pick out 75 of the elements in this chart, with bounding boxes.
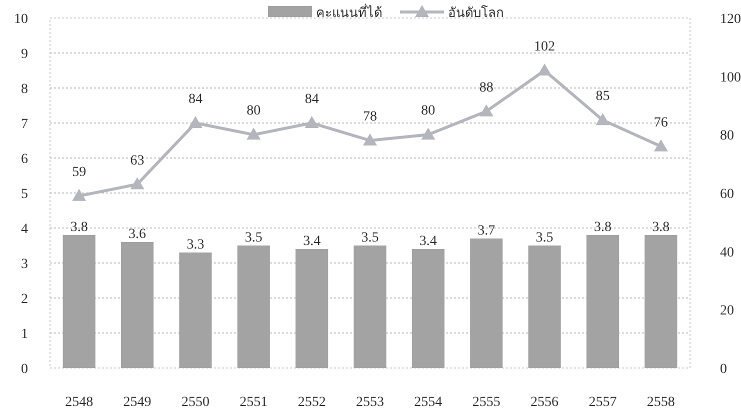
data-label: 80 [246, 104, 261, 119]
y-tick-label: 7 [21, 117, 28, 132]
point [479, 104, 494, 116]
bar [296, 249, 328, 368]
x-tick-label: 2549 [123, 395, 152, 410]
y-tick-label: 9 [21, 47, 28, 62]
data-label: 78 [363, 110, 377, 124]
x-tick-label: 2548 [65, 395, 94, 410]
y-tick-label: 8 [21, 82, 28, 97]
point [304, 116, 319, 128]
data-label: 3.3 [186, 238, 204, 252]
data-label: 3.4 [419, 234, 437, 249]
bar [412, 249, 444, 368]
point [538, 64, 552, 76]
data-label: 3.6 [128, 227, 146, 242]
data-label: 102 [534, 40, 556, 54]
data-label: 85 [596, 89, 610, 104]
y2-tick-label: 80 [720, 128, 734, 144]
bar [528, 246, 561, 368]
point [72, 188, 86, 201]
data-label: 84 [188, 92, 202, 107]
x-tick-label: 2558 [646, 395, 675, 410]
bar [120, 242, 154, 368]
bar [62, 235, 96, 368]
y2-tick-label: 40 [720, 245, 734, 260]
y2-tick-label: 100 [720, 70, 741, 86]
point [246, 128, 261, 140]
y2-tick-label: 60 [720, 187, 734, 202]
y2-tick-label: 0 [720, 362, 727, 377]
data-label: 76 [654, 115, 668, 130]
x-tick-label: 2550 [181, 395, 210, 410]
y-tick-label: 5 [21, 187, 28, 202]
x-tick-label: 2554 [414, 395, 442, 410]
data-label: 80 [421, 104, 436, 119]
point [188, 116, 202, 128]
legend-label: คะแนนที่ได้ [316, 4, 382, 21]
point [363, 134, 377, 146]
data-label: 84 [304, 92, 319, 107]
bar [179, 252, 212, 368]
x-tick-label: 2553 [356, 395, 384, 410]
bar [586, 235, 620, 368]
bar [470, 238, 503, 368]
y-tick-label: 2 [21, 292, 28, 307]
y2-tick-label: 120 [720, 12, 741, 27]
data-label: 3.5 [536, 230, 554, 246]
x-tick-label: 2552 [298, 395, 326, 410]
y-tick-label: 6 [21, 152, 28, 167]
data-label: 3.5 [244, 230, 262, 246]
y-tick-label: 10 [14, 12, 28, 27]
bar [644, 235, 678, 368]
x-tick-label: 2556 [530, 395, 559, 410]
data-label: 3.4 [303, 234, 321, 249]
data-label: 59 [72, 164, 86, 180]
y-tick-label: 1 [21, 327, 28, 342]
point [596, 113, 610, 126]
data-label: 3.8 [70, 220, 88, 235]
y-tick-label: 0 [21, 362, 28, 377]
point [130, 177, 144, 190]
bar [237, 246, 270, 368]
bar [354, 246, 386, 368]
point [654, 139, 668, 152]
point [421, 128, 436, 140]
y2-tick-label: 20 [720, 304, 734, 319]
y-tick-label: 3 [21, 257, 28, 272]
data-label: 3.8 [594, 220, 612, 235]
x-tick-label: 2555 [472, 395, 500, 410]
data-label: 88 [479, 80, 494, 96]
data-label: 3.7 [478, 224, 496, 238]
data-label: 3.8 [652, 220, 670, 235]
x-tick-label: 2557 [588, 395, 617, 410]
x-tick-label: 2551 [240, 395, 268, 410]
legend-label: อันดับโลก [448, 5, 504, 21]
data-label: 3.5 [361, 230, 379, 246]
data-label: 63 [130, 153, 144, 168]
y-tick-label: 4 [21, 222, 28, 237]
